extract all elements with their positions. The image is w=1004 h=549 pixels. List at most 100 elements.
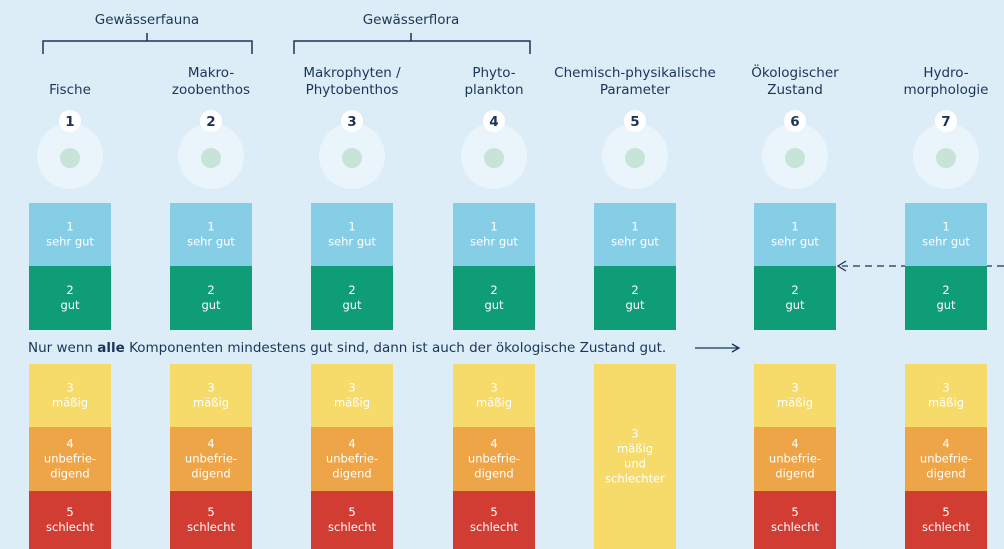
- class-label: sehr gut: [187, 235, 235, 249]
- column-title: Ökologischer: [751, 63, 839, 81]
- class-label: sehr gut: [470, 235, 518, 249]
- column-number: 2: [206, 114, 215, 130]
- icon-glyph: [936, 148, 956, 168]
- class-label: gut: [936, 298, 956, 312]
- icon-glyph: [342, 148, 362, 168]
- group-label: Gewässerflora: [363, 12, 460, 28]
- class-label: digend: [926, 467, 965, 481]
- class-label: digend: [474, 467, 513, 481]
- class-label: sehr gut: [328, 235, 376, 249]
- class-number: 3: [791, 381, 798, 395]
- class-label: gut: [484, 298, 504, 312]
- class-label: sehr gut: [771, 235, 819, 249]
- icon-glyph: [60, 148, 80, 168]
- column-number: 7: [941, 114, 950, 130]
- class-number: 4: [942, 437, 949, 451]
- class-label: unbefrie-: [769, 452, 821, 466]
- class-number: 2: [631, 283, 638, 297]
- class-number: 1: [631, 220, 638, 234]
- class-number: 4: [66, 437, 73, 451]
- class-number: 1: [207, 220, 214, 234]
- class-label: gut: [625, 298, 645, 312]
- note-part: Komponenten mindestens gut sind, dann is…: [125, 340, 666, 356]
- class-label: mäßig: [334, 396, 370, 410]
- class-number: 2: [348, 283, 355, 297]
- class-label: mäßig: [928, 396, 964, 410]
- column-title: morphologie: [904, 82, 989, 98]
- class-number: 2: [490, 283, 497, 297]
- class-label: mäßig: [52, 396, 88, 410]
- class-label: schlecht: [470, 520, 518, 534]
- class-number: 3: [348, 381, 355, 395]
- column-title: Makrophyten /: [303, 65, 401, 81]
- class-label: digend: [50, 467, 89, 481]
- class-label: unbefrie-: [468, 452, 520, 466]
- column-title: Chemisch-physikalische: [554, 65, 716, 81]
- column-title: Makro-: [188, 65, 235, 81]
- column-title: Hydro-: [923, 65, 968, 81]
- column-title: Phyto-: [472, 65, 515, 81]
- class-number: 3: [66, 381, 73, 395]
- column-number: 1: [65, 114, 74, 130]
- class-label: mäßig: [476, 396, 512, 410]
- column-title: Parameter: [600, 82, 671, 98]
- class-number: 2: [207, 283, 214, 297]
- class-label: digend: [191, 467, 230, 481]
- class-label: gut: [60, 298, 80, 312]
- class-number: 3: [942, 381, 949, 395]
- diagram: Gewässerfauna Gewässerflora Nur wenn all…: [0, 0, 1004, 549]
- column-number: 3: [347, 114, 356, 130]
- group-label: Gewässerfauna: [95, 12, 199, 28]
- column-number: 5: [630, 114, 639, 130]
- class-number: 1: [942, 220, 949, 234]
- class-number: 4: [348, 437, 355, 451]
- class-number: 1: [66, 220, 73, 234]
- class-label: unbefrie-: [185, 452, 237, 466]
- class-label: gut: [342, 298, 362, 312]
- class-label: schlecht: [328, 520, 376, 534]
- class-label: sehr gut: [46, 235, 94, 249]
- class-label: digend: [775, 467, 814, 481]
- column-title: Fische: [49, 82, 91, 98]
- class-number: 2: [942, 283, 949, 297]
- class-number: 1: [791, 220, 798, 234]
- class-label: sehr gut: [611, 235, 659, 249]
- column-title: zoobenthos: [172, 82, 250, 98]
- class-label: gut: [785, 298, 805, 312]
- class-number: 5: [490, 505, 497, 519]
- class-number: 5: [791, 505, 798, 519]
- class-label: mäßig: [617, 442, 653, 456]
- class-number: 5: [942, 505, 949, 519]
- class-label: mäßig: [777, 396, 813, 410]
- class-label: mäßig: [193, 396, 229, 410]
- column-title: Phytobenthos: [306, 82, 399, 98]
- class-label: unbefrie-: [326, 452, 378, 466]
- class-number: 5: [348, 505, 355, 519]
- class-label: schlecht: [771, 520, 819, 534]
- class-number: 3: [631, 427, 638, 441]
- class-number: 5: [66, 505, 73, 519]
- class-number: 5: [207, 505, 214, 519]
- class-number: 4: [207, 437, 214, 451]
- class-label: gut: [201, 298, 221, 312]
- class-label: und: [624, 457, 646, 471]
- class-number: 3: [207, 381, 214, 395]
- class-label: schlechter: [605, 472, 665, 486]
- class-number: 2: [791, 283, 798, 297]
- icon-glyph: [785, 148, 805, 168]
- icon-glyph: [201, 148, 221, 168]
- class-number: 4: [490, 437, 497, 451]
- class-label: unbefrie-: [44, 452, 96, 466]
- column-number: 6: [790, 114, 799, 130]
- class-label: schlecht: [187, 520, 235, 534]
- note: Nur wenn alle Komponenten mindestens gut…: [28, 340, 666, 356]
- class-number: 1: [490, 220, 497, 234]
- class-label: sehr gut: [922, 235, 970, 249]
- class-label: schlecht: [46, 520, 94, 534]
- class-number: 3: [490, 381, 497, 395]
- note-part: Nur wenn: [28, 340, 97, 356]
- icon-glyph: [484, 148, 504, 168]
- class-label: unbefrie-: [920, 452, 972, 466]
- note-part: alle: [97, 340, 125, 356]
- class-number: 2: [66, 283, 73, 297]
